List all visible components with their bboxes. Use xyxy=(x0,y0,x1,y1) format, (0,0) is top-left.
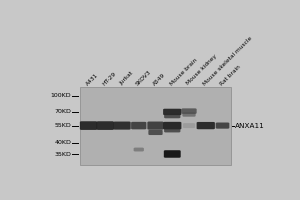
Text: 55KD: 55KD xyxy=(54,123,71,128)
FancyBboxPatch shape xyxy=(80,121,97,130)
Text: Mouse brain: Mouse brain xyxy=(169,57,198,86)
FancyBboxPatch shape xyxy=(196,122,215,129)
Text: Rat brain: Rat brain xyxy=(219,64,242,86)
FancyBboxPatch shape xyxy=(134,148,144,151)
FancyBboxPatch shape xyxy=(216,123,229,129)
FancyBboxPatch shape xyxy=(182,108,196,114)
Text: SKOV3: SKOV3 xyxy=(135,69,152,86)
Text: 100KD: 100KD xyxy=(50,93,71,98)
FancyBboxPatch shape xyxy=(183,123,195,128)
FancyBboxPatch shape xyxy=(113,122,130,130)
Text: Mouse kidney: Mouse kidney xyxy=(185,54,218,86)
Text: 35KD: 35KD xyxy=(54,152,71,157)
Text: 40KD: 40KD xyxy=(54,140,71,145)
FancyBboxPatch shape xyxy=(164,127,180,132)
FancyBboxPatch shape xyxy=(131,122,146,129)
Text: ANXA11: ANXA11 xyxy=(235,123,265,129)
FancyBboxPatch shape xyxy=(148,130,163,135)
FancyBboxPatch shape xyxy=(163,109,182,115)
Text: A431: A431 xyxy=(85,72,99,86)
FancyBboxPatch shape xyxy=(147,122,164,130)
Bar xyxy=(80,87,231,165)
FancyBboxPatch shape xyxy=(182,112,196,117)
Text: 70KD: 70KD xyxy=(54,109,71,114)
Text: A549: A549 xyxy=(152,72,166,86)
FancyBboxPatch shape xyxy=(164,114,180,118)
Text: Jurkat: Jurkat xyxy=(118,71,134,86)
FancyBboxPatch shape xyxy=(163,122,182,129)
Text: HT-29: HT-29 xyxy=(102,71,117,86)
Text: Mouse skeletal muscle: Mouse skeletal muscle xyxy=(202,35,253,86)
FancyBboxPatch shape xyxy=(164,150,181,158)
FancyBboxPatch shape xyxy=(97,121,114,130)
